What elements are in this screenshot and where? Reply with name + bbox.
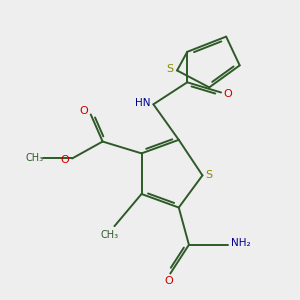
Text: S: S <box>205 170 212 180</box>
Text: O: O <box>164 276 173 286</box>
Text: HN: HN <box>136 98 151 108</box>
Text: CH₃: CH₃ <box>26 154 44 164</box>
Text: O: O <box>60 155 69 165</box>
Text: O: O <box>80 106 88 116</box>
Text: S: S <box>166 64 173 74</box>
Text: NH₂: NH₂ <box>231 238 250 248</box>
Text: CH₃: CH₃ <box>100 230 118 240</box>
Text: O: O <box>224 89 232 99</box>
